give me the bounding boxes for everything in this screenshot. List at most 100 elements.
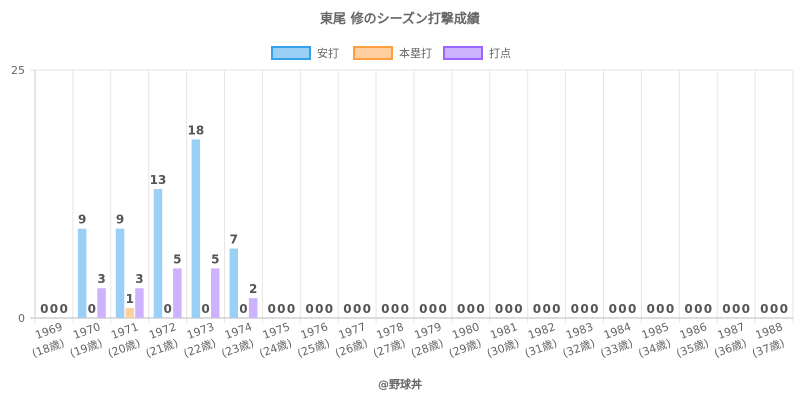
data-label: 0 xyxy=(305,302,313,316)
data-label: 0 xyxy=(580,302,588,316)
legend-swatch-1 xyxy=(353,46,393,60)
data-label: 1 xyxy=(126,292,134,306)
legend-label: 打点 xyxy=(489,46,511,60)
legend-label: 安打 xyxy=(317,46,339,60)
data-label: 0 xyxy=(467,302,475,316)
data-label: 0 xyxy=(381,302,389,316)
data-label: 0 xyxy=(533,302,541,316)
data-label: 0 xyxy=(429,302,437,316)
chart-title: 東尾 修のシーズン打撃成績 xyxy=(320,11,480,27)
x-tick-sublabel: (24歳) xyxy=(258,336,294,360)
data-label: 0 xyxy=(770,302,778,316)
data-label: 0 xyxy=(457,302,465,316)
data-label: 0 xyxy=(780,302,788,316)
bar-打点 xyxy=(211,268,220,318)
data-label: 0 xyxy=(201,302,209,316)
data-label: 0 xyxy=(505,302,513,316)
x-tick-sublabel: (26歳) xyxy=(333,336,369,360)
data-label: 0 xyxy=(656,302,664,316)
x-tick-sublabel: (29歳) xyxy=(447,336,483,360)
data-label: 0 xyxy=(760,302,768,316)
data-label: 0 xyxy=(571,302,579,316)
bar-安打 xyxy=(153,189,163,318)
x-tick-sublabel: (23歳) xyxy=(220,336,256,360)
x-tick-sublabel: (22歳) xyxy=(182,336,218,360)
data-label: 0 xyxy=(694,302,702,316)
legend-swatch-0 xyxy=(271,46,311,60)
data-label: 0 xyxy=(267,302,275,316)
x-tick-sublabel: (31歳) xyxy=(523,336,559,360)
data-label: 0 xyxy=(618,302,626,316)
data-label: 0 xyxy=(542,302,550,316)
x-tick-sublabel: (21歳) xyxy=(144,336,180,360)
x-tick-sublabel: (32歳) xyxy=(561,336,597,360)
x-tick-sublabel: (25歳) xyxy=(296,336,332,360)
bar-本塁打 xyxy=(125,308,134,318)
x-tick-sublabel: (33歳) xyxy=(599,336,635,360)
bar-打点 xyxy=(97,288,106,318)
data-label: 0 xyxy=(391,302,399,316)
x-tick-sublabel: (28歳) xyxy=(409,336,445,360)
x-tick-sublabel: (18歳) xyxy=(30,336,66,360)
data-label: 13 xyxy=(150,173,167,187)
data-label: 0 xyxy=(325,302,333,316)
data-label: 0 xyxy=(704,302,712,316)
y-tick-label: 25 xyxy=(11,64,25,77)
data-label: 0 xyxy=(287,302,295,316)
data-label: 0 xyxy=(40,302,48,316)
data-label: 9 xyxy=(78,213,86,227)
bar-打点 xyxy=(248,298,258,318)
data-label: 0 xyxy=(88,302,96,316)
data-label: 0 xyxy=(552,302,560,316)
data-label: 0 xyxy=(476,302,484,316)
data-label: 18 xyxy=(187,123,204,137)
bar-打点 xyxy=(135,288,144,318)
data-label: 0 xyxy=(343,302,351,316)
legend-swatch-2 xyxy=(443,46,483,60)
credit-label: @野球丼 xyxy=(378,377,422,391)
bar-打点 xyxy=(173,268,182,318)
data-label: 0 xyxy=(59,302,67,316)
x-tick-sublabel: (27歳) xyxy=(371,336,407,360)
data-label: 3 xyxy=(97,272,105,286)
data-label: 0 xyxy=(609,302,617,316)
bar-安打 xyxy=(77,228,87,318)
data-label: 2 xyxy=(249,282,257,296)
data-label: 5 xyxy=(173,252,181,266)
data-label: 0 xyxy=(666,302,674,316)
data-label: 0 xyxy=(684,302,692,316)
data-label: 5 xyxy=(211,252,219,266)
data-label: 0 xyxy=(646,302,654,316)
x-tick-sublabel: (37歳) xyxy=(750,336,786,360)
y-tick-label: 0 xyxy=(18,312,25,325)
data-label: 0 xyxy=(438,302,446,316)
data-label: 0 xyxy=(722,302,730,316)
data-label: 0 xyxy=(363,302,371,316)
data-label: 0 xyxy=(50,302,58,316)
data-label: 0 xyxy=(495,302,503,316)
data-label: 0 xyxy=(353,302,361,316)
data-label: 0 xyxy=(419,302,427,316)
data-label: 0 xyxy=(590,302,598,316)
data-label: 3 xyxy=(135,272,143,286)
legend-label: 本塁打 xyxy=(399,46,432,60)
data-label: 0 xyxy=(732,302,740,316)
data-label: 7 xyxy=(230,233,238,247)
data-label: 0 xyxy=(277,302,285,316)
data-label: 9 xyxy=(116,213,124,227)
data-label: 0 xyxy=(315,302,323,316)
data-label: 0 xyxy=(239,302,247,316)
data-label: 0 xyxy=(742,302,750,316)
bar-安打 xyxy=(191,139,201,318)
x-tick-sublabel: (20歳) xyxy=(106,336,142,360)
x-tick-sublabel: (36歳) xyxy=(712,336,748,360)
x-tick-sublabel: (19歳) xyxy=(68,336,104,360)
data-label: 0 xyxy=(163,302,171,316)
data-label: 0 xyxy=(401,302,409,316)
bar-安打 xyxy=(229,248,238,318)
data-label: 0 xyxy=(628,302,636,316)
x-tick-sublabel: (30歳) xyxy=(485,336,521,360)
x-tick-sublabel: (35歳) xyxy=(675,336,711,360)
